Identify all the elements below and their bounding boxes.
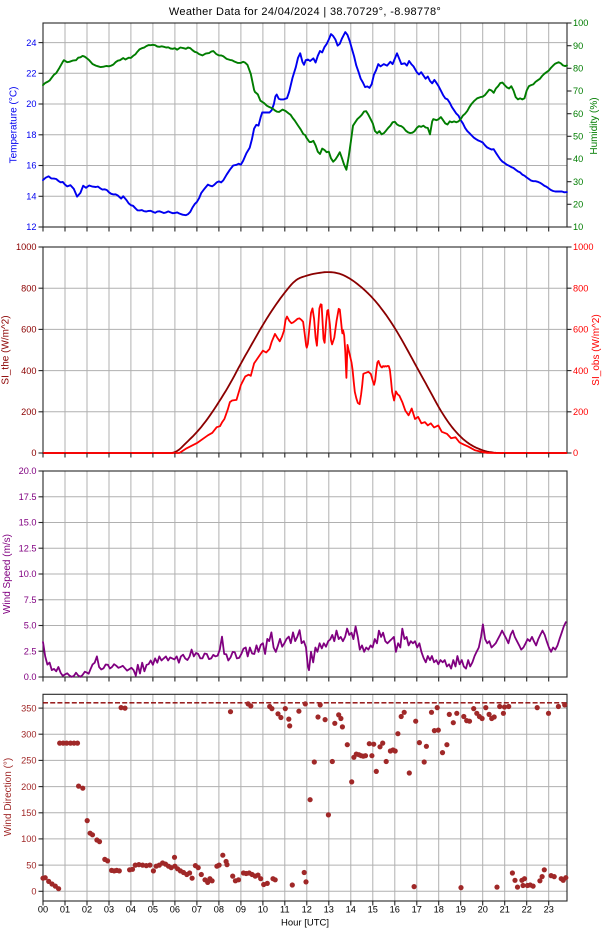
svg-text:14: 14 — [346, 905, 356, 915]
svg-text:300: 300 — [21, 730, 36, 740]
svg-text:08: 08 — [214, 905, 224, 915]
svg-text:10: 10 — [573, 222, 583, 232]
svg-text:22: 22 — [522, 905, 532, 915]
svg-text:00: 00 — [38, 905, 48, 915]
svg-text:20: 20 — [26, 99, 36, 109]
svg-text:800: 800 — [21, 283, 36, 293]
svg-text:1000: 1000 — [16, 242, 36, 252]
svg-text:0.0: 0.0 — [24, 672, 37, 682]
svg-text:24: 24 — [26, 38, 36, 48]
svg-text:200: 200 — [21, 407, 36, 417]
svg-text:Temperature (°C): Temperature (°C) — [9, 87, 20, 164]
svg-text:80: 80 — [573, 64, 583, 74]
svg-text:20: 20 — [478, 905, 488, 915]
svg-text:Hour [UTC]: Hour [UTC] — [281, 918, 329, 929]
svg-text:0: 0 — [573, 448, 578, 458]
svg-text:70: 70 — [573, 86, 583, 96]
svg-text:17: 17 — [412, 905, 422, 915]
svg-text:02: 02 — [82, 905, 92, 915]
svg-text:800: 800 — [573, 283, 588, 293]
svg-text:15: 15 — [368, 905, 378, 915]
svg-text:30: 30 — [573, 177, 583, 187]
svg-text:Wind Speed (m/s): Wind Speed (m/s) — [2, 534, 13, 614]
svg-text:04: 04 — [126, 905, 136, 915]
svg-text:12.5: 12.5 — [19, 544, 37, 554]
svg-text:12: 12 — [26, 222, 36, 232]
svg-text:07: 07 — [192, 905, 202, 915]
svg-text:03: 03 — [104, 905, 114, 915]
svg-text:400: 400 — [21, 366, 36, 376]
svg-text:20.0: 20.0 — [19, 466, 37, 476]
svg-text:200: 200 — [21, 782, 36, 792]
svg-text:150: 150 — [21, 808, 36, 818]
svg-text:40: 40 — [573, 154, 583, 164]
svg-text:Humidity (%): Humidity (%) — [589, 97, 600, 154]
svg-text:Weather Data for 24/04/2024 |: Weather Data for 24/04/2024 | 38.70729°,… — [169, 6, 441, 18]
svg-text:01: 01 — [60, 905, 70, 915]
svg-text:0: 0 — [31, 448, 36, 458]
svg-text:1000: 1000 — [573, 242, 593, 252]
svg-text:10.0: 10.0 — [19, 569, 37, 579]
svg-text:18: 18 — [26, 130, 36, 140]
svg-text:50: 50 — [26, 860, 36, 870]
svg-text:13: 13 — [324, 905, 334, 915]
svg-text:400: 400 — [573, 366, 588, 376]
svg-text:50: 50 — [573, 132, 583, 142]
svg-text:15.0: 15.0 — [19, 518, 37, 528]
svg-text:100: 100 — [573, 18, 588, 28]
svg-text:16: 16 — [26, 161, 36, 171]
svg-text:22: 22 — [26, 69, 36, 79]
svg-text:11: 11 — [280, 905, 290, 915]
svg-text:Wind Direction (°): Wind Direction (°) — [3, 758, 14, 836]
svg-text:14: 14 — [26, 192, 36, 202]
svg-text:17.5: 17.5 — [19, 492, 37, 502]
svg-text:5.0: 5.0 — [24, 621, 37, 631]
svg-text:90: 90 — [573, 41, 583, 51]
svg-text:09: 09 — [236, 905, 246, 915]
svg-text:21: 21 — [500, 905, 510, 915]
svg-text:23: 23 — [544, 905, 554, 915]
svg-text:18: 18 — [434, 905, 444, 915]
svg-text:60: 60 — [573, 109, 583, 119]
svg-text:7.5: 7.5 — [24, 595, 37, 605]
svg-text:0: 0 — [31, 887, 36, 897]
svg-text:100: 100 — [21, 834, 36, 844]
svg-text:16: 16 — [390, 905, 400, 915]
svg-text:200: 200 — [573, 407, 588, 417]
svg-text:2.5: 2.5 — [24, 647, 37, 657]
svg-text:250: 250 — [21, 756, 36, 766]
svg-text:600: 600 — [573, 325, 588, 335]
svg-text:20: 20 — [573, 200, 583, 210]
svg-text:600: 600 — [21, 325, 36, 335]
svg-text:10: 10 — [258, 905, 268, 915]
svg-text:SI_obs (W/m^2): SI_obs (W/m^2) — [591, 314, 602, 385]
svg-text:06: 06 — [170, 905, 180, 915]
svg-text:SI_the (W/m^2): SI_the (W/m^2) — [1, 315, 12, 384]
svg-text:12: 12 — [302, 905, 312, 915]
svg-text:350: 350 — [21, 703, 36, 713]
svg-text:19: 19 — [456, 905, 466, 915]
svg-text:05: 05 — [148, 905, 158, 915]
